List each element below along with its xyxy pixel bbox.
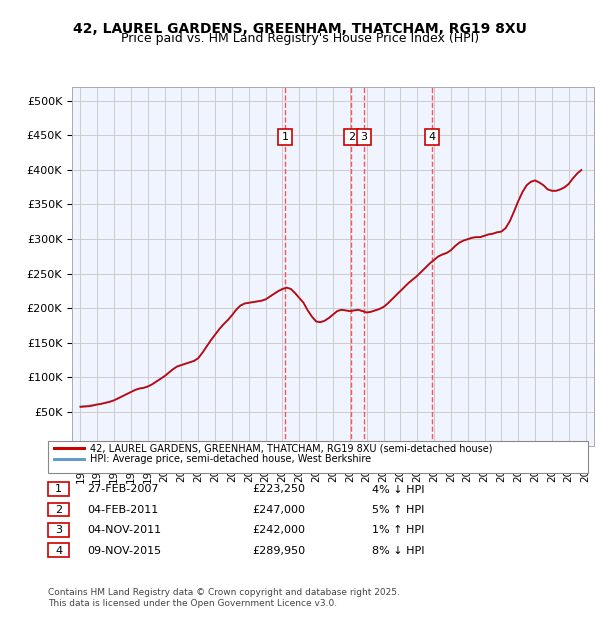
Text: 42, LAUREL GARDENS, GREENHAM, THATCHAM, RG19 8XU (semi-detached house): 42, LAUREL GARDENS, GREENHAM, THATCHAM, …	[90, 443, 493, 453]
Text: 04-NOV-2011: 04-NOV-2011	[87, 525, 161, 536]
Text: 2: 2	[348, 132, 355, 142]
Text: 8% ↓ HPI: 8% ↓ HPI	[372, 546, 425, 556]
Text: £247,000: £247,000	[252, 505, 305, 515]
Text: 1% ↑ HPI: 1% ↑ HPI	[372, 525, 424, 536]
Text: £289,950: £289,950	[252, 546, 305, 556]
Text: £223,250: £223,250	[252, 484, 305, 495]
Text: 4: 4	[55, 546, 62, 556]
Text: 27-FEB-2007: 27-FEB-2007	[87, 484, 158, 495]
Text: 2: 2	[55, 505, 62, 515]
Text: Price paid vs. HM Land Registry's House Price Index (HPI): Price paid vs. HM Land Registry's House …	[121, 32, 479, 45]
Text: 04-FEB-2011: 04-FEB-2011	[87, 505, 158, 515]
Text: 42, LAUREL GARDENS, GREENHAM, THATCHAM, RG19 8XU: 42, LAUREL GARDENS, GREENHAM, THATCHAM, …	[73, 22, 527, 36]
Text: 3: 3	[55, 525, 62, 536]
Text: 1: 1	[281, 132, 289, 142]
Text: 4% ↓ HPI: 4% ↓ HPI	[372, 484, 425, 495]
Text: 5% ↑ HPI: 5% ↑ HPI	[372, 505, 424, 515]
Text: 42, LAUREL GARDENS, GREENHAM, THATCHAM, RG19 8XU (semi-detached house): 42, LAUREL GARDENS, GREENHAM, THATCHAM, …	[90, 443, 493, 453]
Text: 4: 4	[428, 132, 435, 142]
Text: 09-NOV-2015: 09-NOV-2015	[87, 546, 161, 556]
Text: HPI: Average price, semi-detached house, West Berkshire: HPI: Average price, semi-detached house,…	[90, 454, 371, 464]
Text: HPI: Average price, semi-detached house, West Berkshire: HPI: Average price, semi-detached house,…	[90, 454, 371, 464]
Text: 1: 1	[55, 484, 62, 495]
Text: £242,000: £242,000	[252, 525, 305, 536]
Text: 3: 3	[361, 132, 367, 142]
Text: Contains HM Land Registry data © Crown copyright and database right 2025.
This d: Contains HM Land Registry data © Crown c…	[48, 588, 400, 608]
